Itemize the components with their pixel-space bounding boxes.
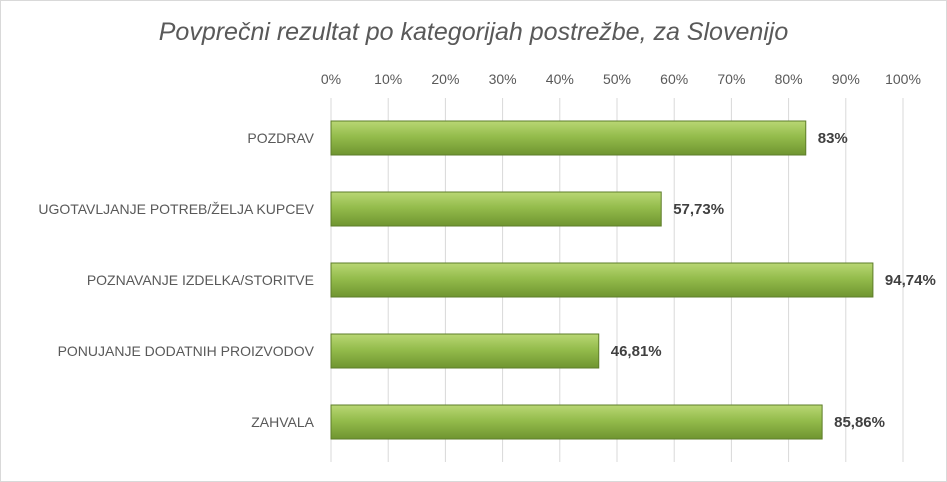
x-tick-label: 30%: [489, 71, 517, 87]
category-label: PONUJANJE DODATNIH PROIZVODOV: [58, 343, 315, 359]
bar: [330, 262, 874, 298]
data-label: 83%: [818, 130, 848, 147]
x-tick-label: 60%: [660, 71, 688, 87]
data-label: 94,74%: [885, 272, 936, 289]
x-tick-label: 80%: [775, 71, 803, 87]
data-label: 85,86%: [834, 414, 885, 431]
chart-title: Povprečni rezultat po kategorijah postre…: [158, 18, 789, 46]
bar: [330, 191, 662, 227]
bar: [330, 333, 600, 369]
data-label: 57,73%: [673, 201, 724, 218]
category-label: UGOTAVLJANJE POTREB/ŽELJA KUPCEV: [38, 201, 314, 217]
bar: [330, 120, 807, 156]
category-label: POZDRAV: [247, 130, 314, 146]
x-tick-label: 0%: [321, 71, 341, 87]
x-tick-label: 70%: [717, 71, 745, 87]
x-tick-label: 20%: [431, 71, 459, 87]
category-label: POZNAVANJE IZDELKA/STORITVE: [87, 272, 314, 288]
x-tick-label: 90%: [832, 71, 860, 87]
x-tick-label: 50%: [603, 71, 631, 87]
x-tick-label: 100%: [885, 71, 921, 87]
bar: [330, 404, 823, 440]
category-label: ZAHVALA: [251, 414, 314, 430]
x-tick-label: 10%: [374, 71, 402, 87]
data-label: 46,81%: [611, 343, 662, 360]
x-tick-label: 40%: [546, 71, 574, 87]
